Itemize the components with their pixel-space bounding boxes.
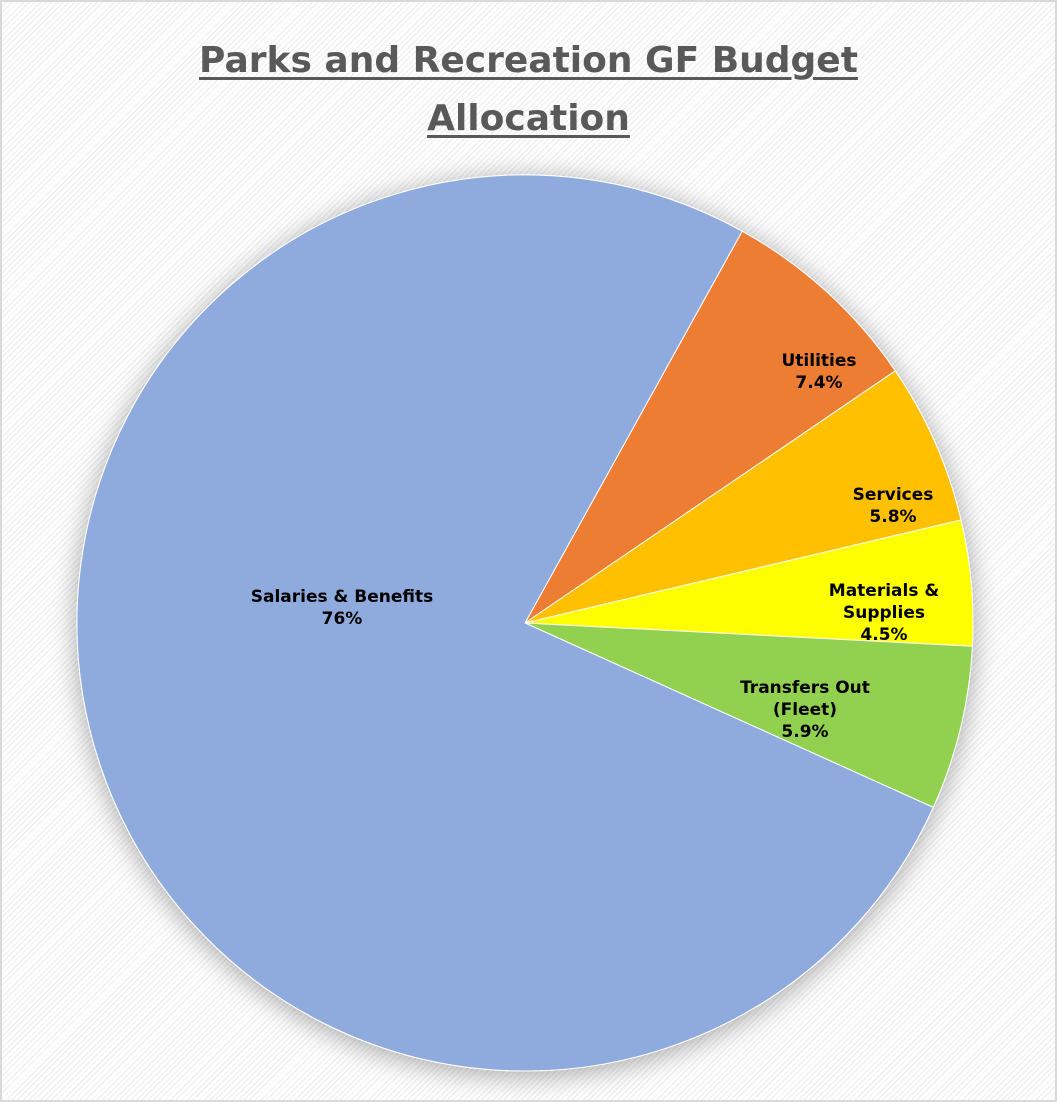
data-label-value: 4.5%: [860, 625, 907, 645]
pie-slice-transfers-out-fleet: [524, 622, 973, 809]
data-label-category: (Fleet): [773, 700, 837, 720]
chart-title-line-1: Parks and Recreation GF Budget: [199, 40, 858, 81]
chart-title: Parks and Recreation GF Budget Allocatio…: [2, 32, 1055, 148]
pie-labels: Salaries & Benefits 76% Utilities 7.4% Servi…: [251, 351, 940, 742]
data-label-category: Supplies: [843, 603, 925, 623]
data-label-category: Services: [853, 485, 934, 505]
data-label-value: 7.4%: [795, 373, 842, 393]
pie-slice-services: [524, 370, 962, 624]
data-label-materials-supplies: Materials & Supplies 4.5%: [829, 581, 940, 645]
data-label-value: 5.9%: [781, 722, 828, 742]
data-label-services: Services 5.8%: [853, 485, 934, 527]
pie-slices: [76, 174, 974, 1072]
pie-slice-utilities: [524, 230, 896, 624]
data-label-category: Utilities: [781, 351, 856, 371]
data-label-category: Salaries & Benefits: [251, 587, 434, 607]
data-label-utilities: Utilities 7.4%: [781, 351, 856, 393]
pie-slice-salaries-benefits: [76, 174, 934, 1072]
data-label-category: Transfers Out: [740, 678, 870, 698]
data-label-value: 5.8%: [869, 507, 916, 527]
data-label-value: 76%: [322, 609, 363, 629]
chart-title-line-2: Allocation: [427, 98, 630, 139]
data-label-category: Materials &: [829, 581, 940, 601]
data-label-salaries-benefits: Salaries & Benefits 76%: [251, 587, 434, 629]
data-label-transfers-out-fleet: Transfers Out (Fleet) 5.9%: [740, 678, 870, 742]
